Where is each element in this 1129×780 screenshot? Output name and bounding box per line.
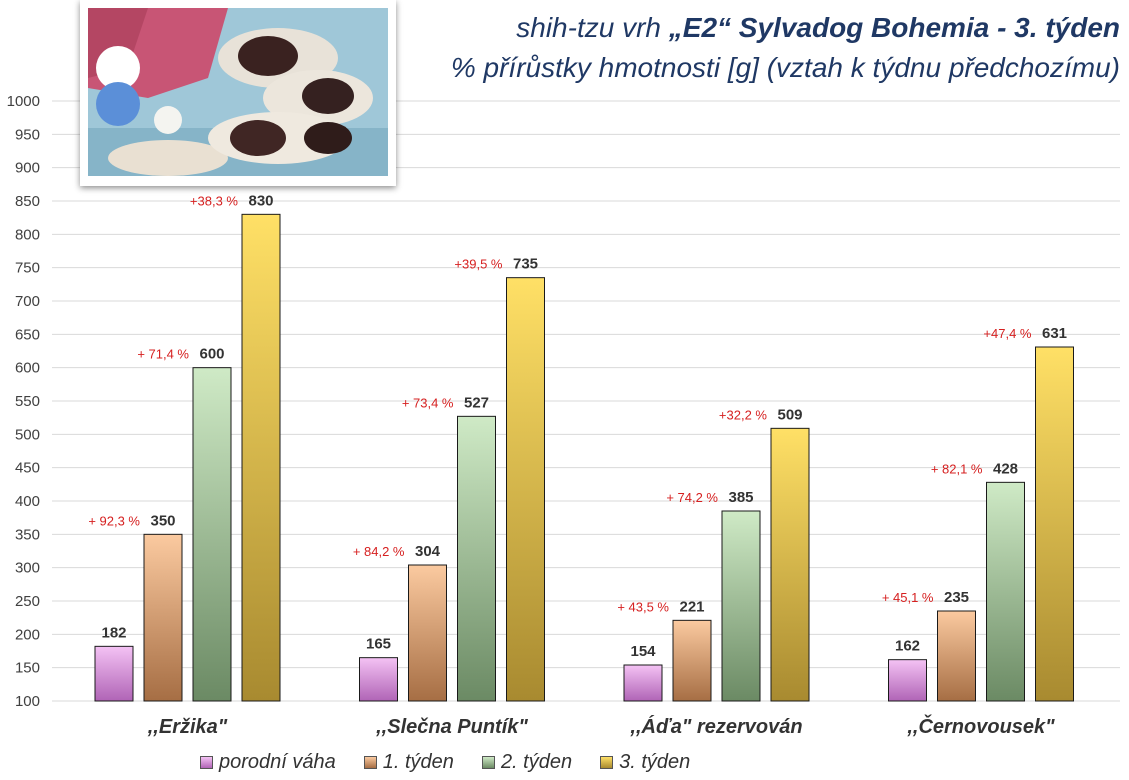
y-tick-label: 250 bbox=[15, 593, 40, 610]
bar bbox=[721, 510, 761, 702]
legend-item: 3. týden bbox=[600, 748, 690, 776]
y-tick-label: 850 bbox=[15, 193, 40, 210]
bar bbox=[672, 619, 712, 702]
legend-swatch bbox=[600, 755, 614, 769]
y-tick-label: 550 bbox=[15, 393, 40, 410]
x-axis: ,,Eržika" ,,Slečna Puntík" ,,Áďa" rezervov… bbox=[147, 714, 1055, 738]
legend: porodní váha 1. týden 2. týden 3. týden bbox=[200, 748, 690, 776]
bar bbox=[506, 277, 545, 702]
y-tick-label: 150 bbox=[15, 660, 40, 677]
y-tick-label: 950 bbox=[15, 126, 40, 143]
y-tick-label: 700 bbox=[15, 293, 40, 310]
y-tick-label: 400 bbox=[15, 493, 40, 510]
pct-label: +39,5 % bbox=[454, 257, 503, 272]
title-bold: „E2“ Sylvadog Bohemia - 3. týden bbox=[668, 12, 1120, 43]
title-prefix: shih-tzu vrh bbox=[516, 12, 669, 43]
data-labels: 182 350 + 92,3 % 600 + 71,4 % 830 +38,3 % 165 30… bbox=[88, 192, 1067, 660]
value-label: 527 bbox=[464, 394, 489, 411]
x-category-label: ,,Áďa" rezervován bbox=[629, 715, 802, 738]
value-label: 385 bbox=[728, 489, 753, 506]
y-tick-label: 450 bbox=[15, 460, 40, 477]
y-tick-label: 1000 bbox=[7, 93, 40, 110]
y-tick-label: 800 bbox=[15, 226, 40, 243]
value-label: 235 bbox=[944, 589, 969, 606]
value-label: 600 bbox=[199, 346, 224, 363]
bar bbox=[937, 610, 976, 702]
x-category-label: ,,Slečna Puntík" bbox=[375, 716, 528, 738]
y-tick-label: 350 bbox=[15, 526, 40, 543]
y-tick-label: 300 bbox=[15, 560, 40, 577]
y-tick-label: 600 bbox=[15, 360, 40, 377]
y-tick-label: 750 bbox=[15, 260, 40, 277]
legend-item: 1. týden bbox=[363, 748, 454, 776]
legend-item: porodní váha bbox=[200, 748, 336, 776]
value-label: 162 bbox=[895, 638, 920, 655]
legend-label: 2. týden bbox=[500, 750, 573, 773]
x-category-label: ,,Eržika" bbox=[147, 716, 228, 738]
bar bbox=[241, 213, 281, 702]
legend-item: 2. týden bbox=[481, 748, 573, 776]
value-label: 428 bbox=[993, 460, 1018, 477]
puppies-photo bbox=[80, 0, 396, 186]
value-label: 165 bbox=[366, 636, 391, 653]
legend-swatch bbox=[363, 755, 377, 769]
pct-label: + 92,3 % bbox=[88, 513, 140, 528]
y-tick-label: 650 bbox=[15, 326, 40, 343]
value-label: 350 bbox=[150, 512, 175, 529]
value-label: 304 bbox=[415, 543, 441, 560]
pct-label: +38,3 % bbox=[190, 193, 239, 208]
bar bbox=[888, 659, 927, 702]
legend-swatch bbox=[481, 755, 495, 769]
bar bbox=[457, 415, 496, 702]
bar bbox=[359, 657, 398, 702]
legend-label: porodní váha bbox=[219, 750, 336, 773]
pct-label: + 71,4 % bbox=[137, 347, 189, 362]
value-label: 631 bbox=[1042, 325, 1067, 342]
chart-subtitle: % přírůstky hmotnosti [g] (vztah k týdnu… bbox=[450, 52, 1120, 83]
chart-title: shih-tzu vrh „E2“ Sylvadog Bohemia - 3. … bbox=[400, 8, 1120, 88]
bar bbox=[986, 481, 1025, 702]
bar bbox=[143, 533, 183, 702]
pct-label: + 84,2 % bbox=[353, 544, 405, 559]
x-category-label: ,,Černovousek" bbox=[906, 714, 1055, 738]
pct-label: + 82,1 % bbox=[931, 461, 983, 476]
legend-swatch bbox=[200, 755, 213, 769]
y-tick-label: 900 bbox=[15, 160, 40, 177]
bar bbox=[192, 367, 232, 702]
pct-label: +47,4 % bbox=[983, 326, 1032, 341]
pct-label: + 74,2 % bbox=[666, 490, 718, 505]
y-tick-label: 100 bbox=[15, 693, 40, 710]
chart-title-line: shih-tzu vrh „E2“ Sylvadog Bohemia - 3. … bbox=[400, 8, 1120, 48]
pct-label: + 45,1 % bbox=[882, 590, 934, 605]
pct-label: +32,2 % bbox=[719, 407, 768, 422]
value-label: 830 bbox=[248, 192, 273, 209]
pct-label: + 43,5 % bbox=[617, 599, 669, 614]
legend-label: 3. týden bbox=[619, 750, 691, 773]
value-label: 735 bbox=[513, 256, 538, 273]
value-label: 509 bbox=[777, 406, 802, 423]
value-label: 154 bbox=[630, 643, 656, 660]
bar bbox=[770, 427, 810, 702]
y-tick-label: 200 bbox=[15, 626, 40, 643]
pct-label: + 73,4 % bbox=[402, 395, 454, 410]
bar bbox=[1035, 346, 1074, 702]
y-axis: 100 150 200 250 300 350 400 450 500 550 600 650 700 7… bbox=[7, 93, 40, 710]
bar bbox=[408, 564, 447, 702]
value-label: 221 bbox=[679, 598, 704, 615]
puppies-photo-image bbox=[88, 8, 388, 176]
bars bbox=[94, 213, 1074, 702]
value-label: 182 bbox=[101, 624, 126, 641]
bar bbox=[94, 645, 134, 702]
y-tick-label: 500 bbox=[15, 426, 40, 443]
legend-label: 1. týden bbox=[382, 750, 454, 773]
bar bbox=[623, 664, 663, 702]
